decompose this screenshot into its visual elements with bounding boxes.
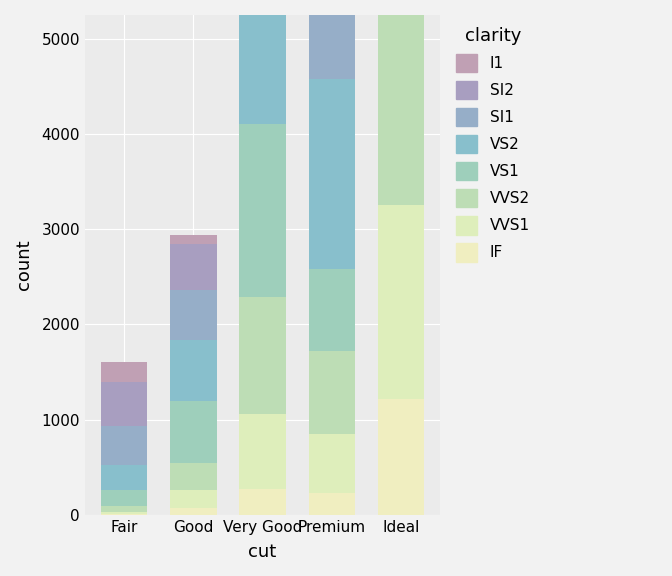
Bar <box>101 381 147 426</box>
Bar <box>101 514 147 515</box>
Bar <box>170 401 216 463</box>
Bar <box>308 79 355 268</box>
Bar <box>239 489 286 515</box>
Bar <box>101 506 147 512</box>
Y-axis label: count: count <box>15 240 33 290</box>
Bar <box>239 297 286 414</box>
Bar <box>308 493 355 515</box>
Bar <box>170 290 216 340</box>
Bar <box>170 463 216 490</box>
Bar <box>378 0 424 204</box>
Bar <box>239 124 286 297</box>
Bar <box>170 340 216 401</box>
Bar <box>101 490 147 506</box>
Bar <box>239 414 286 489</box>
Bar <box>170 508 216 515</box>
Bar <box>308 268 355 351</box>
Bar <box>378 204 424 399</box>
Bar <box>308 351 355 434</box>
Bar <box>170 490 216 508</box>
Bar <box>239 6 286 124</box>
Bar <box>170 235 216 244</box>
Bar <box>308 0 355 79</box>
X-axis label: cut: cut <box>249 543 277 561</box>
Bar <box>308 434 355 493</box>
Bar <box>239 0 286 6</box>
Legend: I1, SI2, SI1, VS2, VS1, VVS2, VVS1, IF: I1, SI2, SI1, VS2, VS1, VVS2, VVS1, IF <box>452 22 534 266</box>
Bar <box>170 244 216 290</box>
Bar <box>101 465 147 490</box>
Bar <box>378 399 424 515</box>
Bar <box>101 426 147 465</box>
Bar <box>101 512 147 514</box>
Bar <box>101 362 147 381</box>
